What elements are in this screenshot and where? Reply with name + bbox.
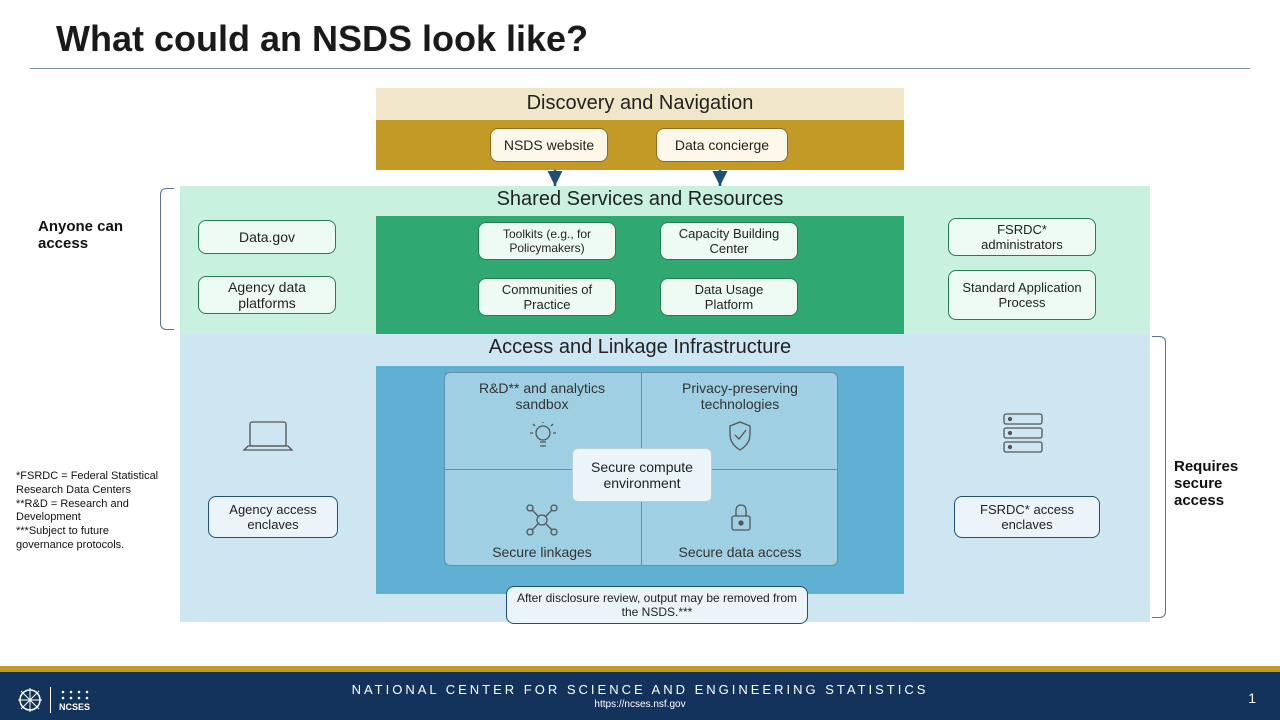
- page-title: What could an NSDS look like?: [0, 0, 1280, 68]
- page-number: 1: [1248, 690, 1256, 706]
- bracket-anyone: [160, 188, 174, 330]
- shield-icon: [726, 420, 754, 452]
- nsds-diagram: Discovery and Navigation NSDS website Da…: [0, 88, 1280, 648]
- ncses-logo-icon: NCSES: [57, 687, 91, 713]
- svg-text:NCSES: NCSES: [59, 702, 90, 712]
- label-anyone: Anyone can access: [38, 218, 148, 252]
- shared-title: Shared Services and Resources: [376, 188, 904, 211]
- lightbulb-icon: [530, 422, 556, 452]
- box-secure-compute: Secure compute environment: [572, 448, 712, 502]
- box-toolkits: Toolkits (e.g., for Policymakers): [478, 222, 616, 260]
- bracket-secure: [1152, 336, 1166, 618]
- box-data-concierge: Data concierge: [656, 128, 788, 162]
- quad-privacy: Privacy-preserving technologies: [650, 380, 830, 412]
- footnotes: *FSRDC = Federal Statistical Research Da…: [16, 470, 166, 553]
- box-fsrdc-enclaves: FSRDC* access enclaves: [954, 496, 1100, 538]
- box-nsds-website: NSDS website: [490, 128, 608, 162]
- box-output-note: After disclosure review, output may be r…: [506, 586, 808, 624]
- band-gold: [376, 120, 904, 170]
- lock-icon: [728, 502, 754, 534]
- laptop-icon: [240, 418, 296, 458]
- box-data-usage: Data Usage Platform: [660, 278, 798, 316]
- footer-bar: NATIONAL CENTER FOR SCIENCE AND ENGINEER…: [0, 672, 1280, 720]
- footnote-1: *FSRDC = Federal Statistical Research Da…: [16, 470, 166, 498]
- footnote-3: ***Subject to future governance protocol…: [16, 525, 166, 553]
- footer-url: https://ncses.nsf.gov: [594, 699, 685, 710]
- box-communities: Communities of Practice: [478, 278, 616, 316]
- footer-org: NATIONAL CENTER FOR SCIENCE AND ENGINEER…: [352, 682, 929, 697]
- label-secure: Requires secure access: [1174, 458, 1274, 509]
- band-green: [376, 216, 904, 334]
- network-icon: [524, 502, 560, 538]
- quad-rd: R&D** and analytics sandbox: [452, 380, 632, 412]
- server-icon: [998, 410, 1048, 460]
- box-std-app: Standard Application Process: [948, 270, 1096, 320]
- quad-data-access: Secure data access: [650, 544, 830, 560]
- box-fsrdc-admin: FSRDC* administrators: [948, 218, 1096, 256]
- logo-block: NCSES: [16, 686, 91, 714]
- title-rule: [30, 68, 1250, 69]
- box-agency-platforms: Agency data platforms: [198, 276, 336, 314]
- footnote-2: **R&D = Research and Development: [16, 498, 166, 526]
- nsf-logo-icon: [16, 686, 44, 714]
- discovery-title: Discovery and Navigation: [376, 92, 904, 115]
- box-capacity: Capacity Building Center: [660, 222, 798, 260]
- box-data-gov: Data.gov: [198, 220, 336, 254]
- access-title: Access and Linkage Infrastructure: [376, 336, 904, 359]
- quad-linkages: Secure linkages: [452, 544, 632, 560]
- box-agency-enclaves: Agency access enclaves: [208, 496, 338, 538]
